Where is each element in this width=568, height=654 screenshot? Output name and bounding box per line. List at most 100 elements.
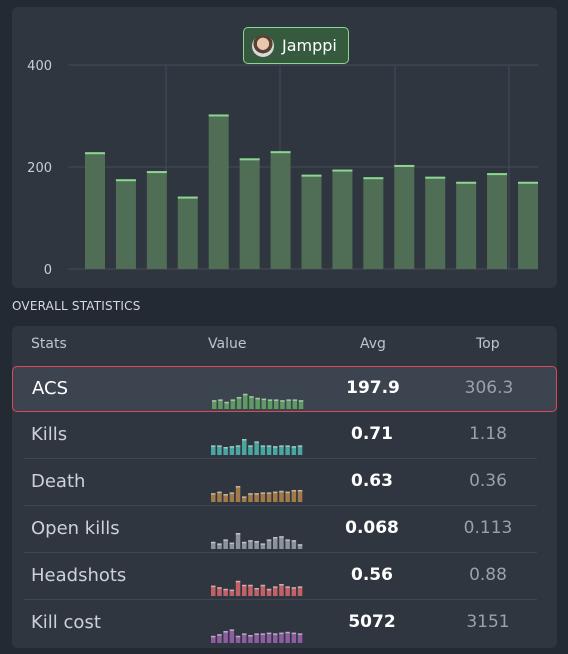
sparkline-bar [297, 633, 303, 643]
sparkline-bar-cap [261, 398, 267, 401]
sparkline-bar-cap [273, 491, 278, 494]
header-value[interactable]: Value [208, 336, 247, 352]
stat-top: 0.113 [463, 518, 513, 538]
sparkline-bar-cap [218, 399, 223, 401]
sparkline-bar [217, 634, 222, 643]
sparkline-bar-cap [292, 399, 298, 401]
sparkline-bar [229, 629, 235, 643]
bar [146, 171, 167, 269]
player-badge[interactable]: Jamppi [243, 27, 349, 64]
sparkline-bar [211, 541, 216, 549]
sparkline-bar-cap [248, 540, 253, 542]
sparkline-bar [279, 536, 284, 549]
sparkline-bar [229, 492, 235, 502]
header-avg[interactable]: Avg [360, 336, 386, 352]
sparkline-bar-cap [217, 634, 222, 636]
stats-table: Stats Value Avg Top ACS 197.9 306.3 Kills 0.… [12, 326, 557, 648]
sparkline-bar-cap [297, 586, 303, 588]
bar [115, 179, 136, 269]
stat-row-kills[interactable]: Kills 0.71 1.18 [12, 413, 557, 459]
sparkline-bar [242, 633, 247, 643]
sparkline-bar [249, 396, 254, 409]
sparkline-bar [291, 632, 297, 643]
header-top[interactable]: Top [476, 336, 500, 352]
bar [177, 196, 198, 269]
sparkline-bar [285, 539, 290, 549]
sparkline-bar [248, 584, 253, 596]
stat-top: 3151 [466, 612, 510, 632]
sparkline-bar [285, 445, 290, 455]
player-name: Jamppi [282, 36, 337, 55]
sparkline-bar [280, 400, 285, 409]
sparkline-bar [266, 588, 272, 596]
section-title: OVERALL STATISTICS [12, 299, 141, 313]
sparkline-bar [242, 584, 247, 596]
bar [332, 169, 353, 269]
stat-row-open-kills[interactable]: Open kills 0.068 0.113 [12, 507, 557, 553]
bar-top [363, 177, 384, 180]
sparkline-bar [223, 447, 228, 455]
bar [394, 164, 415, 269]
sparkline-bar [261, 398, 267, 409]
sparkline-bar [266, 445, 272, 455]
sparkline-bar [291, 490, 297, 502]
stat-avg: 0.068 [345, 518, 399, 538]
sparkline-bar [211, 493, 216, 502]
value-sparkline [211, 439, 303, 455]
sparkline-bar-cap [273, 446, 278, 448]
sparkline-bar [267, 399, 273, 409]
bar [518, 181, 538, 269]
sparkline-bar-cap [286, 399, 291, 401]
performance-chart-card: 0 200 400 Jamppi [12, 7, 557, 288]
bar-top [177, 196, 198, 199]
sparkline-bar [235, 445, 241, 455]
bar-top [85, 152, 105, 155]
bar-top [518, 181, 538, 184]
sparkline-bar [279, 584, 284, 596]
sparkline-bar-cap [224, 401, 229, 404]
stat-row-headshots[interactable]: Headshots 0.56 0.88 [12, 554, 557, 600]
sparkline-bar [223, 494, 228, 502]
sparkline-bar-cap [279, 490, 284, 493]
sparkline-bar-cap [235, 486, 241, 488]
sparkline-bar-cap [248, 584, 253, 587]
sparkline-bar [235, 486, 241, 502]
sparkline-bar-cap [291, 587, 297, 589]
sparkline-bar-cap [211, 445, 216, 447]
sparkline-bar [266, 539, 272, 549]
sparkline-bar [235, 635, 241, 643]
sparkline-bar-cap [242, 633, 247, 635]
sparkline-bar-cap [242, 496, 247, 498]
sparkline-bar [229, 542, 235, 549]
sparkline-bar [260, 492, 266, 502]
sparkline-bar-cap [217, 587, 222, 589]
sparkline-bar [291, 587, 297, 596]
sparkline-bar-cap [223, 631, 228, 633]
stat-row-acs[interactable]: ACS 197.9 306.3 [12, 366, 557, 412]
bar [85, 152, 105, 269]
sparkline-bar-cap [242, 541, 247, 544]
sparkline-bar [285, 586, 290, 596]
sparkline-bar [273, 446, 278, 455]
stat-avg: 0.56 [351, 565, 393, 585]
sparkline-bar [297, 445, 303, 455]
sparkline-bar [255, 397, 260, 409]
sparkline-bar-cap [279, 536, 284, 538]
sparkline-bar-cap [266, 588, 272, 591]
stat-name: Kills [31, 424, 68, 445]
stat-row-kill-cost[interactable]: Kill cost 5072 3151 [12, 601, 557, 647]
sparkline-bar [260, 633, 266, 643]
sparkline-bar [217, 543, 222, 549]
sparkline-bar-cap [242, 439, 247, 441]
stat-row-death[interactable]: Death 0.63 0.36 [12, 460, 557, 506]
sparkline-bar [242, 439, 247, 455]
sparkline-bar [224, 401, 229, 409]
bar [208, 114, 229, 269]
sparkline-bar [279, 490, 284, 502]
sparkline-bar [297, 544, 303, 549]
header-stats[interactable]: Stats [31, 336, 67, 352]
sparkline-bar [217, 587, 222, 596]
sparkline-bar-cap [229, 542, 235, 545]
sparkline-bar-cap [217, 445, 222, 447]
sparkline-bar-cap [279, 632, 284, 635]
